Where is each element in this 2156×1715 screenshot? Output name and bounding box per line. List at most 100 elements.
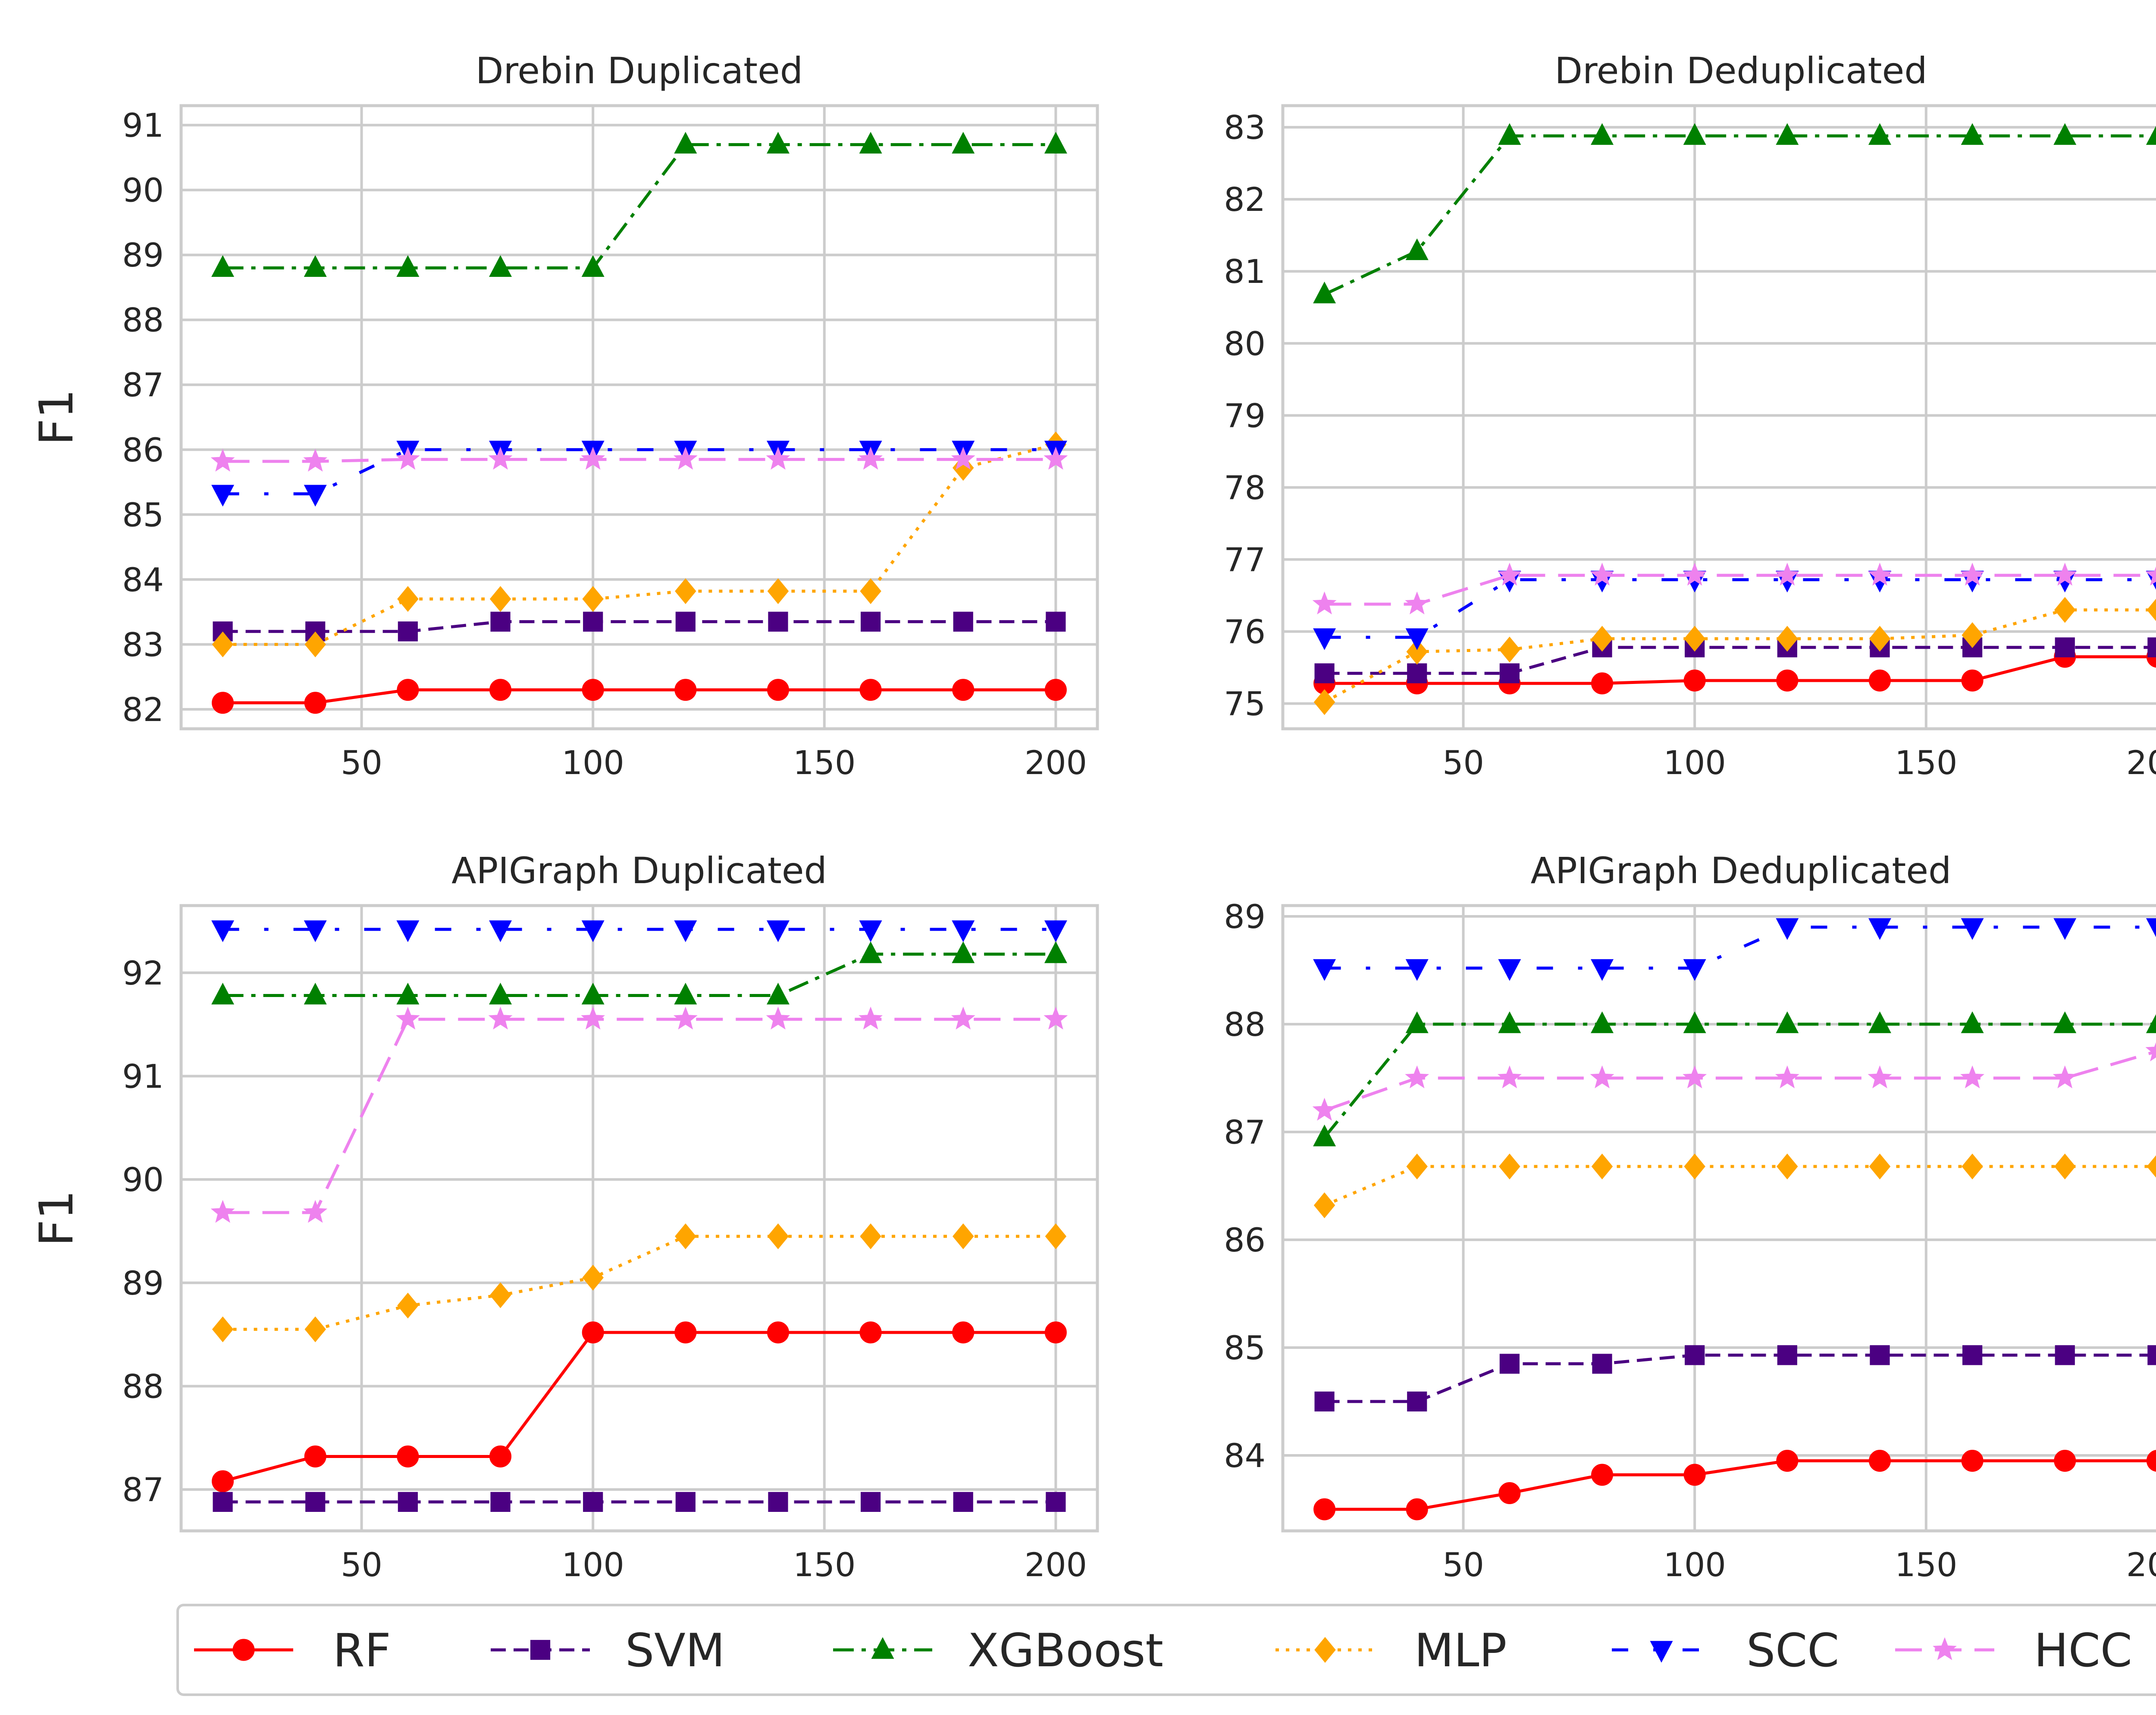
data-point	[1777, 1154, 1798, 1179]
data-point	[766, 132, 790, 154]
data-point	[398, 621, 418, 642]
data-point	[860, 1223, 881, 1249]
data-point	[2053, 1065, 2077, 1088]
y-tick-label: 90	[122, 1160, 164, 1199]
data-point	[859, 941, 882, 963]
data-point	[1405, 959, 1429, 981]
series-line	[1324, 1459, 2156, 1511]
series-line	[222, 620, 1056, 633]
series-line	[1324, 1354, 2156, 1403]
series-line	[1324, 578, 2156, 639]
x-tick-label: 200	[2126, 743, 2156, 782]
data-point	[1962, 622, 1983, 648]
legend-box	[176, 1604, 2156, 1696]
y-tick-label: 82	[122, 690, 164, 729]
data-point	[1313, 1192, 1335, 1218]
data-point	[1684, 1154, 1705, 1179]
data-point	[2146, 1450, 2156, 1472]
data-point	[952, 679, 975, 701]
y-tick-label: 84	[122, 561, 164, 599]
legend-label: HCC	[2034, 1624, 2132, 1677]
data-point	[303, 448, 328, 472]
data-point	[767, 679, 789, 701]
data-point	[1683, 562, 1707, 586]
y-tick-label: 88	[122, 301, 164, 339]
data-point	[211, 920, 235, 942]
legend-marker	[232, 1639, 255, 1661]
data-point	[1045, 1223, 1067, 1249]
data-point	[304, 920, 327, 942]
data-point	[395, 446, 420, 470]
data-point	[1405, 238, 1429, 260]
data-point	[304, 631, 326, 658]
series-xgboost	[211, 941, 1067, 1005]
data-point	[675, 1492, 696, 1512]
series-hcc	[210, 1006, 1068, 1223]
y-tick-label: 86	[122, 431, 164, 469]
x-tick-label: 200	[1025, 1546, 1087, 1584]
panel-apigraph-duplicated: 50 100 150 200 87 88 89 90 91 92 APIGraph Duplicat…	[30, 850, 1099, 1584]
data-point	[489, 1282, 511, 1308]
data-point	[1868, 1011, 1891, 1033]
data-point	[1044, 132, 1067, 154]
data-point	[953, 1223, 974, 1249]
data-point	[1590, 562, 1614, 586]
data-point	[1406, 1154, 1428, 1179]
y-tick-label: 89	[1224, 897, 1266, 936]
data-point	[1776, 669, 1799, 692]
data-point	[1591, 1154, 1613, 1179]
data-point	[489, 1445, 512, 1467]
data-point	[1314, 663, 1335, 683]
data-point	[1313, 628, 1336, 650]
series-mlp	[1313, 1154, 2156, 1218]
data-point	[211, 982, 235, 1005]
series-hcc	[1312, 562, 2156, 615]
y-tick-label: 77	[1224, 540, 1266, 579]
data-point	[1591, 626, 1613, 652]
data-point	[1684, 626, 1705, 652]
data-point	[1405, 628, 1429, 650]
legend-marker	[1933, 1637, 1957, 1660]
data-point	[2145, 566, 2156, 586]
y-tick-label: 76	[1224, 612, 1266, 651]
data-point	[212, 631, 234, 658]
series-line	[1324, 1050, 2156, 1112]
y-tick-label: 87	[122, 366, 164, 404]
data-point	[582, 679, 604, 701]
x-tick-label: 100	[1664, 1546, 1726, 1584]
data-point	[1777, 626, 1798, 652]
series-line	[222, 953, 1056, 997]
data-point	[490, 1492, 511, 1512]
data-point	[1313, 689, 1335, 715]
data-point	[1590, 1065, 1614, 1088]
series-xgboost	[1313, 123, 2156, 304]
data-point	[859, 1006, 883, 1030]
series-line	[222, 443, 1056, 646]
data-point	[488, 446, 513, 470]
data-point	[1868, 918, 1891, 940]
y-tick-label: 87	[1224, 1113, 1266, 1151]
y-tick-label: 90	[122, 171, 164, 210]
data-point	[304, 485, 327, 507]
data-point	[675, 1223, 696, 1249]
series-line	[1324, 134, 2156, 296]
x-tick-label: 100	[1664, 743, 1726, 782]
data-point	[583, 1492, 603, 1512]
legend: RF SVM XGBoost MLP SCC HCC	[176, 1604, 2156, 1696]
data-point	[2146, 126, 2156, 145]
data-point	[1044, 1006, 1068, 1030]
series-hcc	[1312, 1042, 2156, 1121]
data-point	[1870, 1345, 1890, 1365]
series-line	[1323, 1022, 2156, 1138]
data-point	[673, 1006, 698, 1030]
data-point	[1776, 1450, 1799, 1472]
data-point	[397, 1445, 419, 1467]
data-point	[582, 1321, 604, 1344]
data-point	[1869, 626, 1891, 652]
data-point	[1044, 446, 1068, 470]
data-point	[1961, 918, 1984, 940]
series-scc	[1313, 918, 2156, 981]
panel-apigraph-deduplicated: 50 100 150 200 84 85 86 87 88 89 APIGraph Deduplic…	[1224, 850, 2156, 1584]
x-tick-label: 200	[2126, 1546, 2156, 1584]
data-point	[1592, 1354, 1612, 1374]
